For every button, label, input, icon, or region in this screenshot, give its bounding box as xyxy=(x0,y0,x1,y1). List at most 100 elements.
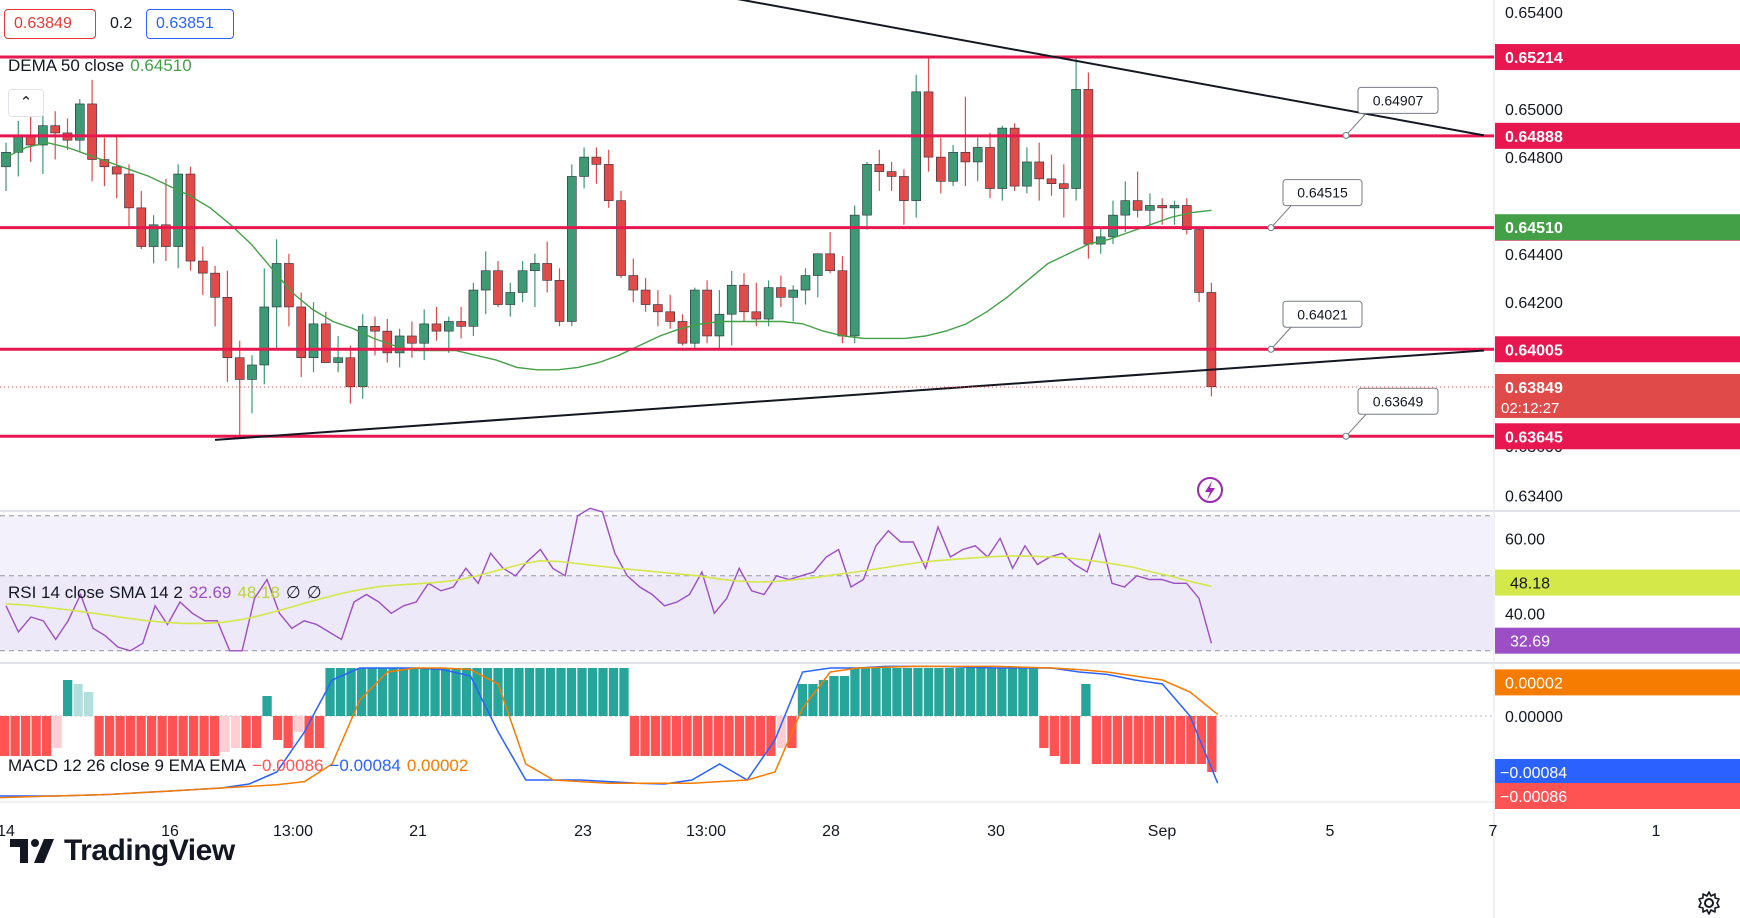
candle-body xyxy=(1182,205,1192,230)
macd-hist-bar xyxy=(860,668,871,716)
rsi-legend[interactable]: RSI 14 close SMA 14 2 32.69 48.18 ∅ ∅ xyxy=(8,583,328,603)
candle-body xyxy=(886,171,897,177)
macd-hist-bar xyxy=(1165,716,1175,764)
candle-body xyxy=(456,321,466,327)
macd-hist-bar xyxy=(850,668,860,716)
candle-body xyxy=(788,289,799,298)
price-tick-label: 0.64400 xyxy=(1505,247,1563,264)
candle-body xyxy=(1145,205,1155,211)
candle-body xyxy=(1083,89,1094,245)
candle-body xyxy=(911,91,922,201)
macd-hist-axis-tag xyxy=(1495,783,1740,809)
candle-body xyxy=(603,164,614,201)
level-axis-label: 0.63645 xyxy=(1505,429,1563,446)
gear-icon[interactable] xyxy=(1696,890,1722,916)
macd-hist-bar xyxy=(167,716,178,756)
tradingview-logo-icon xyxy=(10,839,54,863)
candle-body xyxy=(271,263,282,308)
candle-body xyxy=(776,287,786,298)
candle-body xyxy=(812,253,823,276)
price-axis[interactable]: 0.65400 0.65000 0.64800 0.64400 0.64200 0.634… xyxy=(1495,5,1740,809)
macd-hist-bar xyxy=(367,668,377,716)
collapse-legend-button[interactable]: ⌃ xyxy=(8,89,44,117)
macd-hist-bar xyxy=(325,668,335,716)
candle-body xyxy=(185,173,196,262)
bid-price-box[interactable]: 0.63849 xyxy=(4,9,96,39)
callout-box xyxy=(1357,387,1439,415)
candle-body xyxy=(640,289,651,305)
callout-label: 0.63649 xyxy=(1373,393,1424,409)
candle-body xyxy=(443,321,454,332)
macd-hist-bar xyxy=(31,716,41,756)
candle-body xyxy=(899,176,909,201)
candle-body xyxy=(739,284,749,313)
macd-hist-bar xyxy=(766,716,776,756)
level-axis-tag xyxy=(1495,423,1740,450)
candle-body xyxy=(579,156,589,177)
candle-body xyxy=(1157,205,1167,209)
time-axis[interactable]: 14 16 13:00 21 23 13:00 28 30 Sep 5 7 1 xyxy=(0,823,1661,840)
macd-hist-bar xyxy=(451,668,461,716)
candle-body xyxy=(665,311,676,322)
macd-hist-bar xyxy=(304,716,314,748)
candle-body xyxy=(1169,205,1180,209)
candle-body xyxy=(1108,214,1118,238)
macd-hist-bar xyxy=(629,716,640,756)
candle-body xyxy=(148,224,159,247)
macd-legend-signal: 0.00002 xyxy=(406,756,469,775)
callout-leader xyxy=(1270,326,1292,350)
rsi-legend-name: RSI 14 close SMA 14 2 xyxy=(8,583,183,602)
candle-body xyxy=(75,103,85,141)
candle-body xyxy=(616,200,626,276)
dema-legend[interactable]: DEMA 50 close 0.64510 xyxy=(8,56,198,76)
macd-hist-bar xyxy=(398,668,409,716)
macd-line-axis-label: −0.00084 xyxy=(1500,765,1567,782)
macd-hist-bar xyxy=(1049,716,1060,756)
macd-hist-bar xyxy=(73,684,83,716)
rsi-panel[interactable] xyxy=(0,507,1494,652)
macd-hist-bar xyxy=(545,668,556,716)
macd-hist-bar xyxy=(1070,716,1081,764)
rsi-sma-axis-tag xyxy=(1495,569,1740,596)
candle-body xyxy=(1206,292,1217,388)
macd-hist-bar xyxy=(178,716,188,756)
candle-body xyxy=(726,284,737,315)
candle-body xyxy=(234,357,245,380)
macd-hist-bar xyxy=(1175,716,1186,764)
candle-body xyxy=(394,335,405,354)
macd-hist-bar xyxy=(1112,716,1123,764)
macd-hist-bar xyxy=(1028,668,1039,716)
macd-hist-bar xyxy=(10,716,20,756)
macd-hist-bar xyxy=(934,668,944,716)
candle-body xyxy=(874,164,885,172)
macd-hist-axis-label: −0.00086 xyxy=(1500,789,1567,806)
candle-body xyxy=(1034,161,1044,180)
candle-body xyxy=(173,173,183,247)
macd-hist-bar xyxy=(692,716,703,756)
macd-hist-bar xyxy=(1039,716,1049,748)
candle-body xyxy=(99,159,110,168)
macd-panel[interactable] xyxy=(0,665,1494,799)
candle-body xyxy=(1120,200,1131,216)
callout-label: 0.64907 xyxy=(1373,92,1424,108)
macd-hist-bar xyxy=(493,668,503,716)
price-panel[interactable]: 0.64907 0.64515 0.64021 0.63649 xyxy=(0,0,1494,503)
candle-body xyxy=(370,326,380,332)
candle-body xyxy=(468,289,479,327)
candle-body xyxy=(124,173,134,209)
macd-legend[interactable]: MACD 12 26 close 9 EMA EMA −0.00086 −0.000… xyxy=(8,756,474,776)
tradingview-logo[interactable]: TradingView xyxy=(10,832,235,870)
candle-body xyxy=(837,270,848,337)
macd-hist-bar xyxy=(703,716,713,756)
last-price-axis-tag xyxy=(1495,373,1740,418)
candle-body xyxy=(111,166,122,175)
ask-price-box[interactable]: 0.63851 xyxy=(146,9,234,39)
price-tick-label: 0.64200 xyxy=(1505,295,1563,312)
candle-body xyxy=(1009,127,1020,187)
macd-hist-bar xyxy=(524,668,535,716)
level-axis-label: 0.65214 xyxy=(1505,50,1563,67)
candle-body xyxy=(653,304,663,313)
level-axis-label: 0.64888 xyxy=(1505,129,1563,146)
macd-hist-bar xyxy=(923,668,934,716)
